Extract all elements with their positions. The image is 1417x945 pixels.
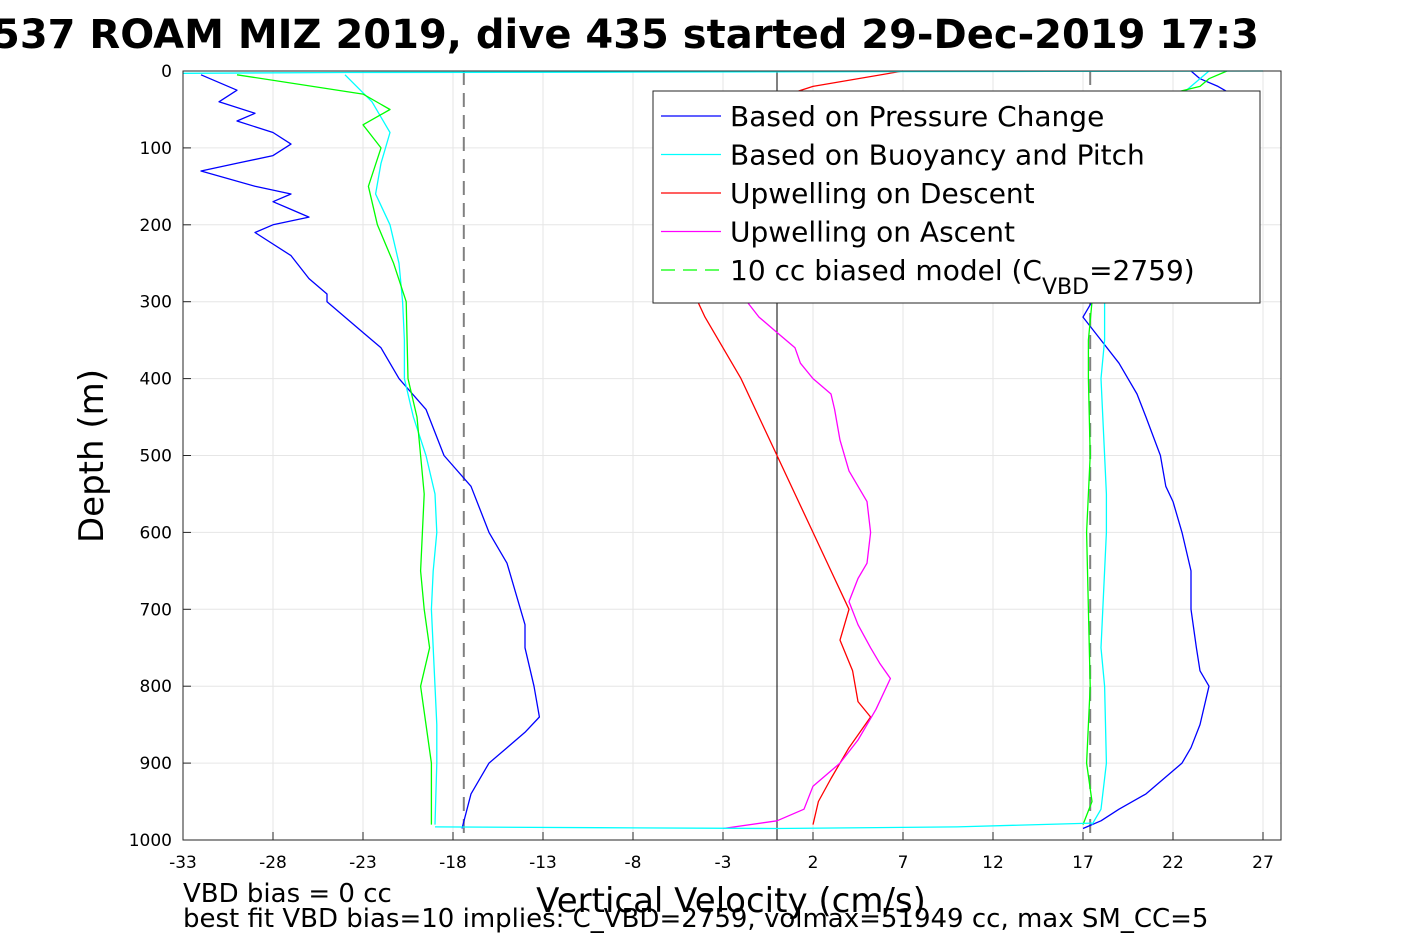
- x-tick-label-2: -23: [349, 853, 377, 873]
- series-line-2: [344, 74, 438, 825]
- x-tick-label-1: -28: [259, 853, 287, 873]
- y-tick-label-7: 700: [140, 600, 172, 620]
- x-tick-label-0: -33: [169, 853, 197, 873]
- legend: Based on Pressure Change Based on Buoyanc…: [652, 90, 1261, 304]
- legend-label-4: 10 cc biased model (CVBD=2759): [730, 254, 1195, 300]
- legend-box: [652, 90, 1261, 304]
- y-tick-label-5: 500: [140, 447, 172, 467]
- y-axis-label: Depth (m): [72, 369, 112, 543]
- x-tick-label-12: 27: [1252, 853, 1274, 873]
- x-tick-label-5: -8: [625, 853, 642, 873]
- y-axis-ticks: 0 100 200 300 400 500 600 700 800 900 1000: [129, 62, 191, 851]
- y-tick-label-0: 0: [161, 62, 172, 82]
- legend-label-3: Upwelling on Ascent: [730, 216, 1015, 249]
- footer-line-2: best fit VBD bias=10 implies: C_VBD=2759…: [183, 904, 1208, 934]
- series-line-6: [236, 74, 433, 825]
- y-tick-label-2: 200: [140, 216, 172, 236]
- y-tick-label-10: 1000: [129, 831, 172, 851]
- x-tick-label-7: 2: [808, 853, 819, 873]
- series-line-9: [434, 822, 1093, 830]
- y-tick-label-3: 300: [140, 293, 172, 313]
- x-axis-ticks: -33 -28 -23 -18 -13 -8 -3 2 7 12 17 22 27: [169, 832, 1274, 873]
- y-tick-label-9: 900: [140, 754, 172, 774]
- legend-label-1: Based on Buoyancy and Pitch: [730, 139, 1145, 172]
- y-tick-label-1: 100: [140, 139, 172, 159]
- x-tick-label-11: 22: [1162, 853, 1184, 873]
- chart-title: 537 ROAM MIZ 2019, dive 435 started 29-D…: [0, 12, 1259, 58]
- series-line-0: [200, 74, 541, 829]
- x-tick-label-8: 7: [898, 853, 909, 873]
- x-tick-label-6: -3: [715, 853, 732, 873]
- x-tick-label-4: -13: [529, 853, 557, 873]
- footer-line-1: VBD bias = 0 cc: [183, 879, 392, 909]
- x-tick-label-10: 17: [1072, 853, 1094, 873]
- legend-label-2: Upwelling on Descent: [730, 177, 1035, 210]
- x-tick-label-9: 12: [982, 853, 1004, 873]
- y-tick-label-8: 800: [140, 677, 172, 697]
- legend-label-0: Based on Pressure Change: [730, 100, 1104, 133]
- y-tick-label-4: 400: [140, 370, 172, 390]
- series-line-5: [722, 270, 892, 830]
- y-tick-label-6: 600: [140, 523, 172, 543]
- x-tick-label-3: -18: [439, 853, 467, 873]
- x-axis-label: Vertical Velocity (cm/s): [536, 881, 926, 921]
